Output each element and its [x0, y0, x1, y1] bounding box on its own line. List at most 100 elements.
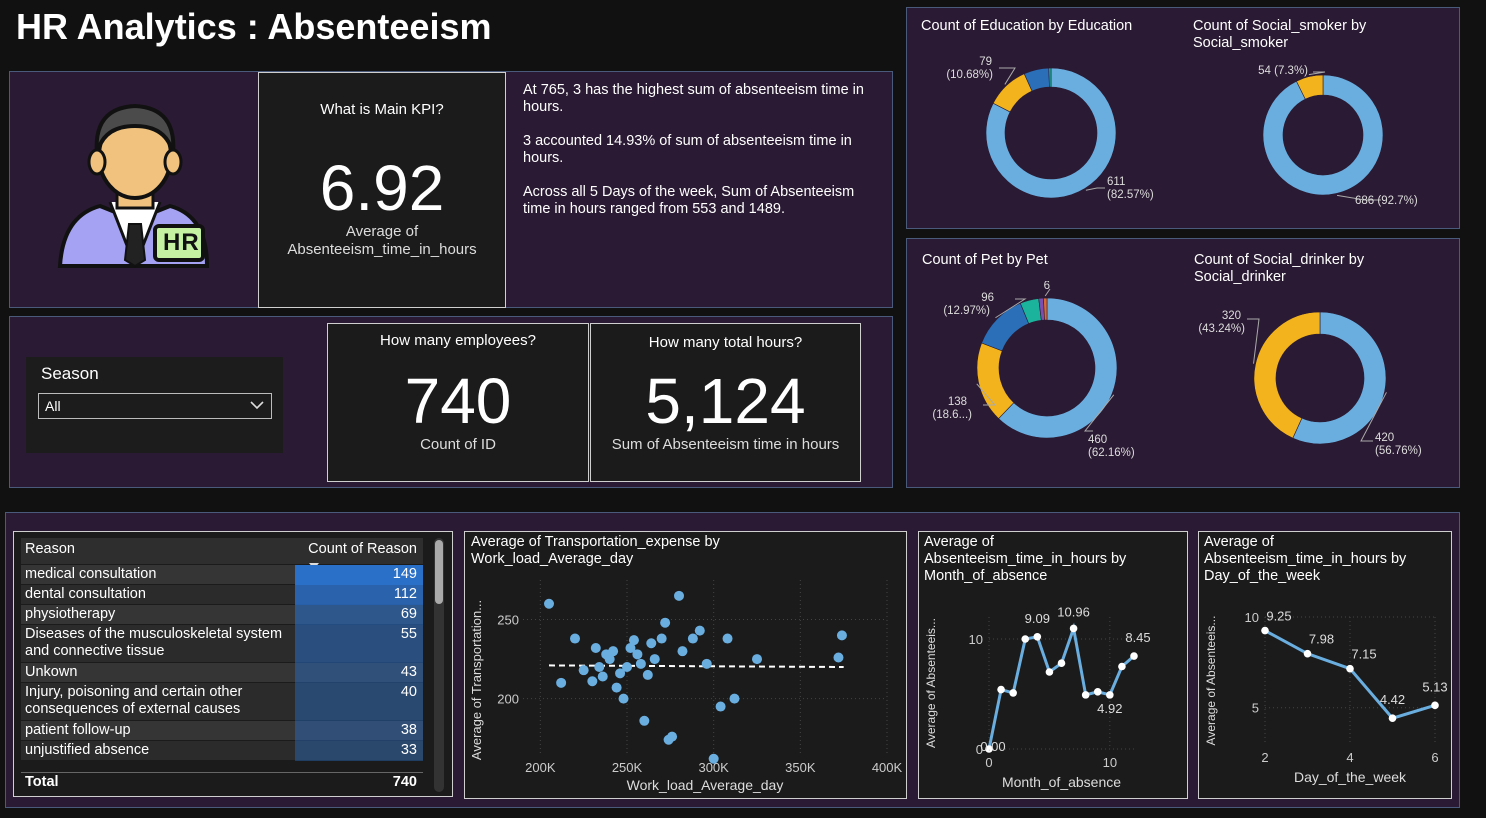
- line-point[interactable]: [1346, 664, 1354, 673]
- scatter-point[interactable]: [667, 731, 678, 742]
- data-label: 7.15: [1351, 647, 1376, 662]
- reason-count: 33: [400, 742, 417, 758]
- donut-leader-line: [1044, 288, 1051, 297]
- line-point[interactable]: [1033, 633, 1042, 641]
- table-row[interactable]: Injury, poisoning and certain other cons…: [21, 683, 423, 721]
- scatter-point[interactable]: [608, 646, 619, 657]
- scatter-point[interactable]: [597, 671, 608, 682]
- scatter-point[interactable]: [544, 598, 554, 609]
- reason-label: Unkown: [25, 664, 78, 680]
- scatter-point[interactable]: [729, 693, 740, 704]
- donut-slice[interactable]: [992, 73, 1033, 113]
- donut-slice[interactable]: [1292, 311, 1387, 445]
- donut-slice[interactable]: [1262, 74, 1384, 196]
- line-point[interactable]: [1093, 688, 1102, 696]
- scatter-point[interactable]: [594, 662, 605, 672]
- scatter-point[interactable]: [556, 677, 567, 688]
- donut-slice[interactable]: [1296, 74, 1324, 100]
- reason-label: medical consultation: [25, 566, 157, 582]
- scatter-point[interactable]: [660, 617, 671, 628]
- scatter-point[interactable]: [622, 662, 632, 672]
- line-point[interactable]: [1130, 652, 1138, 660]
- line-point[interactable]: [985, 745, 993, 753]
- table-row[interactable]: Unkown 43: [21, 663, 423, 683]
- table-row[interactable]: unjustified absence 33: [21, 741, 423, 761]
- y-tick-label: 200: [497, 692, 519, 707]
- data-label: 7.98: [1309, 632, 1334, 647]
- reason-label: dental consultation: [25, 586, 146, 602]
- donut-slice[interactable]: [1253, 311, 1321, 439]
- line-point[interactable]: [1106, 691, 1114, 699]
- scatter-point[interactable]: [722, 633, 733, 644]
- donut-slice[interactable]: [998, 297, 1118, 439]
- line-point[interactable]: [1081, 691, 1090, 699]
- donut-leader-line: [1247, 318, 1260, 364]
- table-row[interactable]: patient follow-up 38: [21, 721, 423, 741]
- reason-label: Injury, poisoning and certain other cons…: [25, 684, 243, 717]
- scatter-point[interactable]: [752, 654, 762, 665]
- scatter-point[interactable]: [836, 630, 847, 641]
- donut-slice[interactable]: [1043, 297, 1048, 321]
- scatter-point[interactable]: [578, 665, 589, 676]
- donut-slice[interactable]: [976, 342, 1015, 419]
- scatter-point[interactable]: [656, 633, 667, 644]
- table-row[interactable]: dental consultation 112: [21, 585, 423, 605]
- line-point[interactable]: [1009, 689, 1017, 697]
- table-body: medical consultation 149 dental consultati…: [21, 565, 423, 765]
- y-axis-label: Average of Absenteeis...: [1204, 616, 1218, 746]
- donut-data-label: 320: [1222, 310, 1241, 322]
- scatter-point[interactable]: [687, 633, 698, 644]
- kpi-panel-top: HR What is Main KPI? 6.92 Average of Abs…: [9, 71, 893, 308]
- scatter-point[interactable]: [639, 715, 650, 726]
- scatter-point[interactable]: [625, 643, 636, 654]
- scatter-point[interactable]: [701, 658, 712, 669]
- page-title: HR Analytics : Absenteeism: [16, 6, 492, 47]
- season-slicer: Season All: [26, 357, 283, 453]
- scatter-chart-card: Average of Transportation_expense by Wor…: [464, 531, 907, 799]
- scatter-point[interactable]: [677, 646, 688, 657]
- scatter-point[interactable]: [708, 753, 719, 764]
- scatter-point[interactable]: [628, 635, 639, 646]
- table-scrollbar-thumb[interactable]: [435, 540, 443, 604]
- count-cell: [295, 585, 423, 605]
- scatter-point[interactable]: [642, 669, 653, 680]
- line-point[interactable]: [1057, 659, 1066, 667]
- scatter-point[interactable]: [646, 638, 657, 649]
- line-point[interactable]: [1261, 626, 1269, 635]
- scatter-point[interactable]: [570, 633, 580, 644]
- scatter-point[interactable]: [715, 701, 726, 712]
- line-point[interactable]: [997, 685, 1005, 694]
- scatter-point[interactable]: [618, 693, 629, 704]
- chevron-down-icon: [249, 397, 265, 418]
- scatter-point[interactable]: [587, 676, 598, 687]
- header-count[interactable]: Count of Reason: [308, 541, 417, 557]
- line-point[interactable]: [1118, 662, 1126, 671]
- donut-slice[interactable]: [1048, 67, 1052, 88]
- scatter-point[interactable]: [590, 643, 601, 654]
- scatter-point[interactable]: [674, 590, 684, 601]
- scatter-point[interactable]: [604, 654, 615, 665]
- scatter-point[interactable]: [632, 649, 643, 660]
- donut-slice[interactable]: [985, 67, 1117, 199]
- data-label: 5.13: [1422, 679, 1447, 694]
- line-point[interactable]: [1069, 624, 1078, 633]
- scatter-point[interactable]: [833, 652, 844, 663]
- table-row[interactable]: physiotherapy 69: [21, 605, 423, 625]
- scatter-point[interactable]: [635, 658, 646, 669]
- line-point[interactable]: [1045, 668, 1054, 676]
- scatter-point[interactable]: [694, 625, 705, 636]
- season-dropdown[interactable]: All: [38, 393, 272, 419]
- scatter-point[interactable]: [649, 654, 660, 665]
- header-reason[interactable]: Reason: [25, 541, 75, 557]
- table-row[interactable]: medical consultation 149: [21, 565, 423, 585]
- data-label: 9.25: [1266, 609, 1291, 624]
- table-row[interactable]: Diseases of the musculoskeletal system a…: [21, 625, 423, 663]
- line-point[interactable]: [1021, 635, 1030, 643]
- scatter-point[interactable]: [615, 668, 626, 679]
- scatter-point[interactable]: [611, 682, 622, 693]
- table-scrollbar[interactable]: [434, 538, 444, 792]
- line-point[interactable]: [1388, 714, 1397, 723]
- line-point[interactable]: [1431, 701, 1439, 710]
- line-point[interactable]: [1303, 649, 1312, 658]
- donut-data-label: (82.57%): [1107, 189, 1154, 201]
